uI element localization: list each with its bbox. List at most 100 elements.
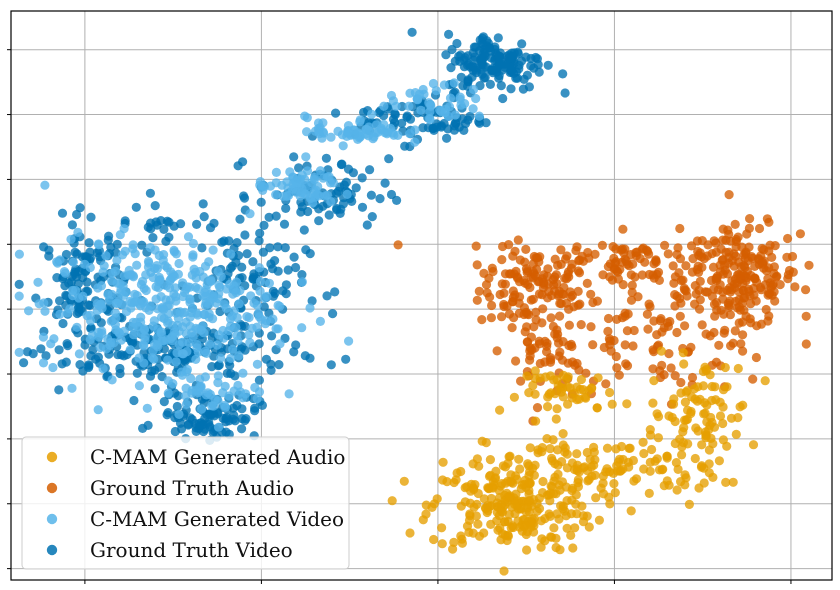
point-s0-471 xyxy=(546,388,556,398)
point-s0-183 xyxy=(499,517,510,527)
point-s3-818 xyxy=(198,199,208,209)
point-s3-797 xyxy=(159,224,169,234)
point-s2-330 xyxy=(103,334,113,344)
point-s3-26 xyxy=(36,344,46,354)
point-s1-407 xyxy=(760,280,771,290)
legend-marker-2 xyxy=(46,513,58,525)
point-s0-342 xyxy=(672,485,682,495)
point-s1-315 xyxy=(788,267,798,277)
point-s1-204 xyxy=(504,240,514,250)
point-s3-387 xyxy=(240,415,250,426)
point-s2-379 xyxy=(112,298,123,308)
point-s3-188 xyxy=(116,350,126,360)
point-s0-182 xyxy=(549,523,559,533)
point-s1-453 xyxy=(720,325,730,335)
point-s2-234 xyxy=(163,388,173,398)
point-s1-358 xyxy=(746,271,756,281)
point-s2-503 xyxy=(471,93,481,104)
point-s0-311 xyxy=(552,445,563,455)
point-s2-163 xyxy=(183,232,194,242)
point-s1-132 xyxy=(627,280,637,290)
point-s0-486 xyxy=(576,374,587,385)
point-s0-448 xyxy=(726,413,737,423)
point-s3-283 xyxy=(84,362,94,373)
point-s1-538 xyxy=(604,334,615,344)
point-s2-64 xyxy=(48,362,58,373)
point-s2-169 xyxy=(151,294,161,304)
legend-label-2: C-MAM Generated Video xyxy=(90,507,344,531)
point-s1-200 xyxy=(618,224,628,234)
point-s0-292 xyxy=(602,464,612,474)
point-s2-192 xyxy=(234,351,244,361)
point-s2-533 xyxy=(449,78,459,88)
point-s0-424 xyxy=(701,433,711,443)
point-s0-237 xyxy=(427,502,437,512)
point-s0-299 xyxy=(468,459,478,469)
point-s0-261 xyxy=(647,444,657,455)
point-s1-100 xyxy=(538,278,549,288)
point-s1-74 xyxy=(555,311,565,321)
point-s3-498 xyxy=(324,210,334,220)
point-s1-36 xyxy=(474,286,484,296)
point-s0-357 xyxy=(639,448,649,459)
point-s2-500 xyxy=(468,104,478,114)
point-s2-439 xyxy=(300,174,310,184)
point-s0-324 xyxy=(548,435,558,445)
point-s3-433 xyxy=(330,287,340,297)
point-s0-66 xyxy=(442,477,452,487)
point-s0-483 xyxy=(563,399,573,409)
point-s0-349 xyxy=(468,483,479,493)
point-s2-332 xyxy=(157,312,167,322)
point-s0-339 xyxy=(538,476,548,487)
point-s0-315 xyxy=(624,462,634,472)
point-s3-238 xyxy=(267,331,277,341)
point-s1-56 xyxy=(555,298,565,308)
point-s1-444 xyxy=(532,403,543,413)
point-s0-322 xyxy=(590,470,600,480)
point-s2-408 xyxy=(326,196,336,207)
point-s3-388 xyxy=(185,413,195,423)
point-s3-27 xyxy=(54,345,64,355)
point-s2-306 xyxy=(254,263,264,273)
point-s2-89 xyxy=(93,405,103,415)
point-s3-606 xyxy=(397,118,407,128)
point-s0-71 xyxy=(594,515,605,525)
point-s0-114 xyxy=(562,496,572,506)
point-s2-349 xyxy=(214,280,224,290)
point-s3-426 xyxy=(248,257,258,267)
point-s0-312 xyxy=(523,459,533,469)
point-s0-313 xyxy=(617,441,627,452)
point-s0-441 xyxy=(715,397,725,407)
point-s0-233 xyxy=(486,501,496,511)
point-s2-96 xyxy=(188,238,198,249)
point-s0-291 xyxy=(567,485,577,496)
legend-label-1: Ground Truth Audio xyxy=(90,476,294,500)
point-s0-425 xyxy=(704,425,714,435)
point-s1-393 xyxy=(770,241,780,251)
point-s1-366 xyxy=(769,268,779,279)
point-s1-391 xyxy=(724,247,734,257)
point-s3-60 xyxy=(54,385,64,395)
point-s1-224 xyxy=(621,256,631,266)
point-s1-159 xyxy=(479,268,489,278)
point-s0-323 xyxy=(514,454,524,464)
point-s2-319 xyxy=(202,280,212,290)
point-s0-89 xyxy=(499,566,509,576)
point-s1-96 xyxy=(481,280,492,290)
point-s1-237 xyxy=(795,229,806,239)
point-s2-265 xyxy=(156,327,166,337)
point-s1-217 xyxy=(674,268,684,278)
point-s1-500 xyxy=(672,291,682,301)
point-s2-317 xyxy=(232,331,242,341)
point-s1-421 xyxy=(620,340,630,350)
point-s3-781 xyxy=(469,62,479,72)
point-s0-440 xyxy=(656,346,667,356)
point-s3-112 xyxy=(85,247,95,257)
point-s0-449 xyxy=(697,440,707,450)
point-s2-554 xyxy=(174,409,184,419)
point-s1-253 xyxy=(725,310,736,320)
point-s0-438 xyxy=(706,412,716,423)
point-s3-533 xyxy=(341,177,351,187)
point-s3-478 xyxy=(268,286,278,296)
series-2 xyxy=(14,78,484,432)
